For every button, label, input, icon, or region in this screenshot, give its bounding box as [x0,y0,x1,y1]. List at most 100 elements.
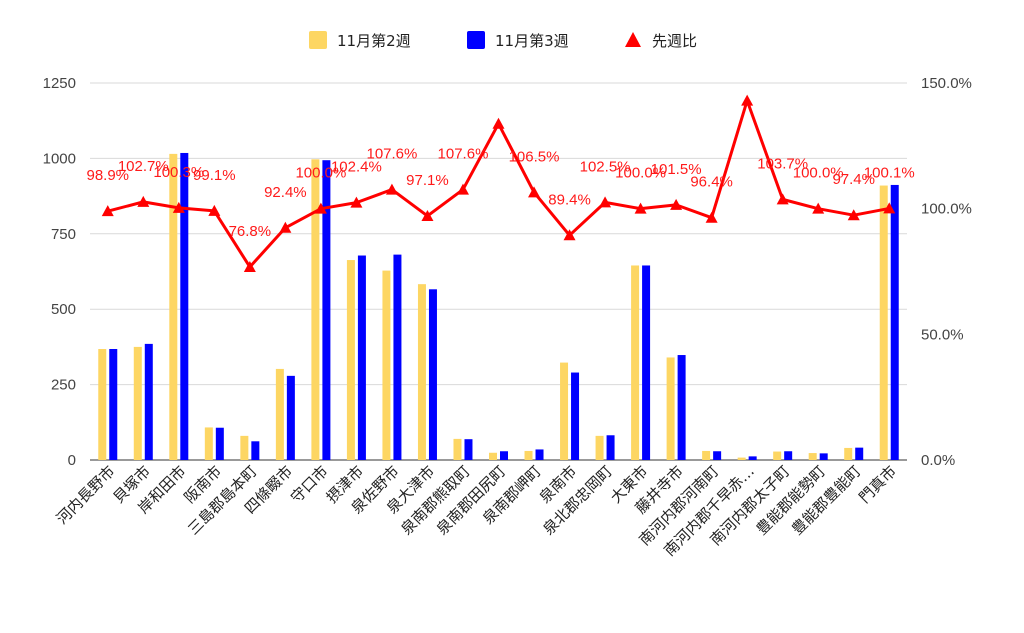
gridlines [90,82,907,461]
ratio-marker [563,229,576,241]
bar-week2 [98,349,107,460]
bar-week2 [879,185,888,460]
bar-week3 [890,184,899,460]
ratio-marker [741,94,754,106]
bar-week2 [346,260,355,460]
bar-week3 [748,456,757,460]
bar-week3 [109,349,118,460]
ratio-marker [456,183,469,195]
ratio-marker [847,209,860,221]
ratio-data-label: 99.1% [193,167,236,184]
bars [98,152,899,461]
right-axis-ticks: 0.0% 50.0% 100.0% 150.0% [921,75,972,469]
bar-week3 [464,439,473,460]
ratio-marker [634,202,647,214]
bar-week2 [240,435,249,460]
ratio-marker [492,117,505,129]
ratio-marker [208,204,221,216]
bar-week3 [642,265,651,460]
legend-swatch [467,31,485,49]
ratio-marker [350,196,363,208]
bar-week3 [500,451,508,460]
ratio-marker [137,195,150,207]
legend-swatch [625,32,641,47]
bar-week2 [560,362,569,460]
ratio-data-label: 103.7% [757,155,808,172]
ratio-marker [812,202,825,214]
bar-week3 [535,449,544,460]
bar-week2 [737,457,746,460]
ratio-marker [243,260,256,272]
bar-week2 [773,451,782,460]
ratio-data-label: 107.6% [438,146,489,163]
ratio-marker [776,193,789,205]
right-tick-label: 50.0% [921,326,964,343]
bar-week3 [286,375,295,460]
bar-week2 [844,447,853,460]
ratio-line: 98.9%102.7%100.3%99.1%76.8%92.4%100.0%10… [86,94,915,272]
left-tick-label: 250 [51,377,76,394]
ratio-data-label: 97.1% [406,172,449,189]
category-label: 河内長野市 [53,462,119,528]
legend-label: 先週比 [652,32,697,50]
bar-week2 [489,452,497,460]
bar-week2 [524,450,533,460]
bar-week2 [133,346,142,460]
right-tick-label: 0.0% [921,452,955,469]
legend: 11月第2週 11月第3週 先週比 [309,31,697,50]
bar-week2 [311,159,320,460]
ratio-marker [705,211,718,223]
bar-week3 [393,254,402,460]
bar-week3 [855,447,864,460]
bar-week2 [382,270,391,460]
ratio-marker [599,196,612,208]
bar-week3 [251,441,260,460]
right-tick-label: 100.0% [921,201,972,218]
ratio-marker [279,221,292,233]
bar-week3 [571,372,580,460]
bar-week3 [677,355,686,460]
ratio-data-label: 102.7% [118,158,169,175]
bar-week3 [180,152,189,461]
bar-week2 [595,435,604,460]
bar-week3 [713,451,722,460]
left-tick-label: 1250 [43,75,76,92]
ratio-marker [101,205,114,217]
bar-week3 [428,289,437,460]
left-tick-label: 750 [51,226,76,243]
legend-swatch [309,31,327,49]
ratio-data-label: 97.4% [832,171,875,188]
legend-label: 11月第3週 [495,32,569,50]
bar-week2 [275,368,284,460]
bar-week2 [453,438,462,460]
legend-label: 11月第2週 [337,32,411,50]
ratio-data-label: 89.4% [548,191,591,208]
bar-week3 [322,160,331,460]
ratio-data-label: 101.5% [651,161,702,178]
right-tick-label: 150.0% [921,75,972,92]
ratio-data-label: 106.5% [509,148,560,165]
ratio-data-label: 100.0% [295,165,346,182]
ratio-marker [172,201,185,213]
left-axis-ticks: 0 250 500 750 1000 1250 [43,75,76,469]
bar-week3 [357,255,366,460]
ratio-data-label: 100.1% [864,164,915,181]
left-tick-label: 0 [68,452,76,469]
left-tick-label: 500 [51,301,76,318]
ratio-data-label: 107.6% [366,146,417,163]
bar-week2 [702,450,711,460]
category-label: 守口市 [287,462,332,507]
bar-week2 [169,153,178,460]
ratio-data-label: 100.3% [153,164,204,181]
ratio-data-label: 100.0% [793,165,844,182]
bar-week2 [631,265,640,460]
category-labels: 河内長野市貝塚市岸和田市阪南市三島郡島本町四條畷市守口市摂津市泉佐野市泉大津市泉… [53,462,900,560]
ratio-data-label: 102.4% [331,159,382,176]
bar-week2 [417,284,426,460]
ratio-marker [314,202,327,214]
ratio-data-label: 100.0% [615,165,666,182]
bar-week3 [215,427,224,460]
bar-week3 [784,451,793,460]
ratio-marker [670,198,683,210]
